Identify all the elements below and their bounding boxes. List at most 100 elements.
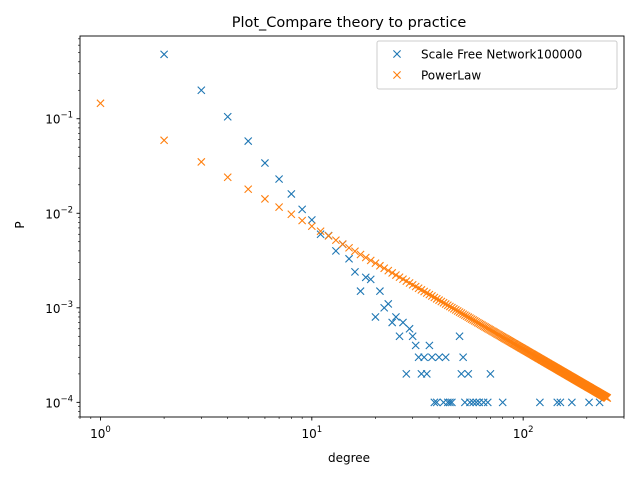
data-point <box>447 398 456 407</box>
data-point <box>498 398 507 407</box>
data-point <box>439 298 448 307</box>
data-point <box>465 398 474 407</box>
data-point <box>260 194 269 203</box>
data-point <box>391 271 400 280</box>
data-point <box>585 398 594 407</box>
data-point <box>455 332 464 341</box>
data-point <box>307 215 316 224</box>
data-point <box>260 159 269 168</box>
data-point <box>402 369 411 378</box>
data-point <box>345 243 354 252</box>
data-point <box>371 312 380 321</box>
data-point <box>479 398 488 407</box>
data-point <box>483 398 492 407</box>
data-point <box>449 304 458 313</box>
data-point <box>307 222 316 231</box>
data-point <box>375 261 384 270</box>
data-point <box>391 312 400 321</box>
y-tick-label: 10−3 <box>45 300 73 316</box>
data-point <box>160 136 169 145</box>
data-point <box>366 275 375 284</box>
data-point <box>472 398 481 407</box>
legend-label: PowerLaw <box>421 69 481 83</box>
data-point <box>223 112 232 121</box>
data-point <box>324 231 333 240</box>
data-point <box>331 236 340 245</box>
legend-box <box>376 40 618 90</box>
data-point <box>384 299 393 308</box>
data-point <box>432 294 441 303</box>
data-point <box>298 205 307 214</box>
data-point <box>244 137 253 146</box>
data-point <box>441 353 450 362</box>
data-point <box>160 50 169 59</box>
data-point <box>459 353 468 362</box>
legend: Scale Free Network100000 PowerLaw <box>376 40 618 90</box>
data-point <box>469 398 478 407</box>
legend-marker <box>393 50 401 58</box>
data-point <box>435 353 444 362</box>
data-point <box>298 216 307 225</box>
data-point <box>338 240 347 249</box>
data-point <box>366 256 375 265</box>
legend-marker <box>393 71 401 79</box>
data-point <box>361 253 370 262</box>
legend-label: Scale Free Network100000 <box>421 48 582 62</box>
data-point <box>430 398 439 407</box>
data-point <box>408 332 417 341</box>
x-tick-label: 100 <box>90 425 111 441</box>
y-tick-label: 10−1 <box>45 111 73 127</box>
data-point <box>603 394 612 402</box>
data-point <box>464 369 473 378</box>
data-point <box>223 173 232 182</box>
series-1 <box>160 50 604 407</box>
data-point <box>486 369 495 378</box>
data-point <box>447 303 456 312</box>
data-point <box>398 318 407 327</box>
data-point <box>427 353 436 362</box>
data-point <box>197 86 206 95</box>
data-point <box>197 157 206 166</box>
x-axis-label: degree <box>328 451 370 465</box>
data-point <box>435 296 444 305</box>
data-point <box>535 398 544 407</box>
data-point <box>287 210 296 219</box>
data-point <box>275 175 284 184</box>
data-point <box>451 305 460 314</box>
chart-title: Plot_Compare theory to practice <box>232 15 467 31</box>
data-point <box>345 254 354 263</box>
data-point <box>384 266 393 275</box>
data-point <box>457 369 466 378</box>
data-point <box>375 287 384 296</box>
data-point <box>441 300 450 309</box>
data-point <box>388 318 397 327</box>
data-point <box>388 268 397 277</box>
y-axis-label: P <box>13 221 27 228</box>
data-point <box>316 230 325 239</box>
data-point <box>356 287 365 296</box>
data-point <box>443 301 452 310</box>
data-point <box>316 227 325 236</box>
data-point <box>422 369 431 378</box>
data-point <box>350 247 359 256</box>
data-point <box>556 398 565 407</box>
data-point <box>356 250 365 259</box>
data-point <box>553 398 562 407</box>
data-point <box>425 290 434 299</box>
data-point <box>430 293 439 302</box>
data-point <box>96 99 105 108</box>
data-point <box>427 292 436 301</box>
data-point <box>432 398 441 407</box>
plot-area: 100 101 102 10−4 10−3 10−2 10−1 <box>45 35 625 441</box>
y-tick-label: 10−4 <box>45 394 73 410</box>
data-point <box>361 273 370 282</box>
data-point <box>567 398 576 407</box>
data-point <box>425 341 434 350</box>
data-point <box>437 297 446 306</box>
data-point <box>244 185 253 194</box>
x-tick-label: 101 <box>301 425 322 441</box>
x-tick-label: 102 <box>513 425 534 441</box>
data-point <box>420 353 429 362</box>
data-point <box>275 203 284 212</box>
